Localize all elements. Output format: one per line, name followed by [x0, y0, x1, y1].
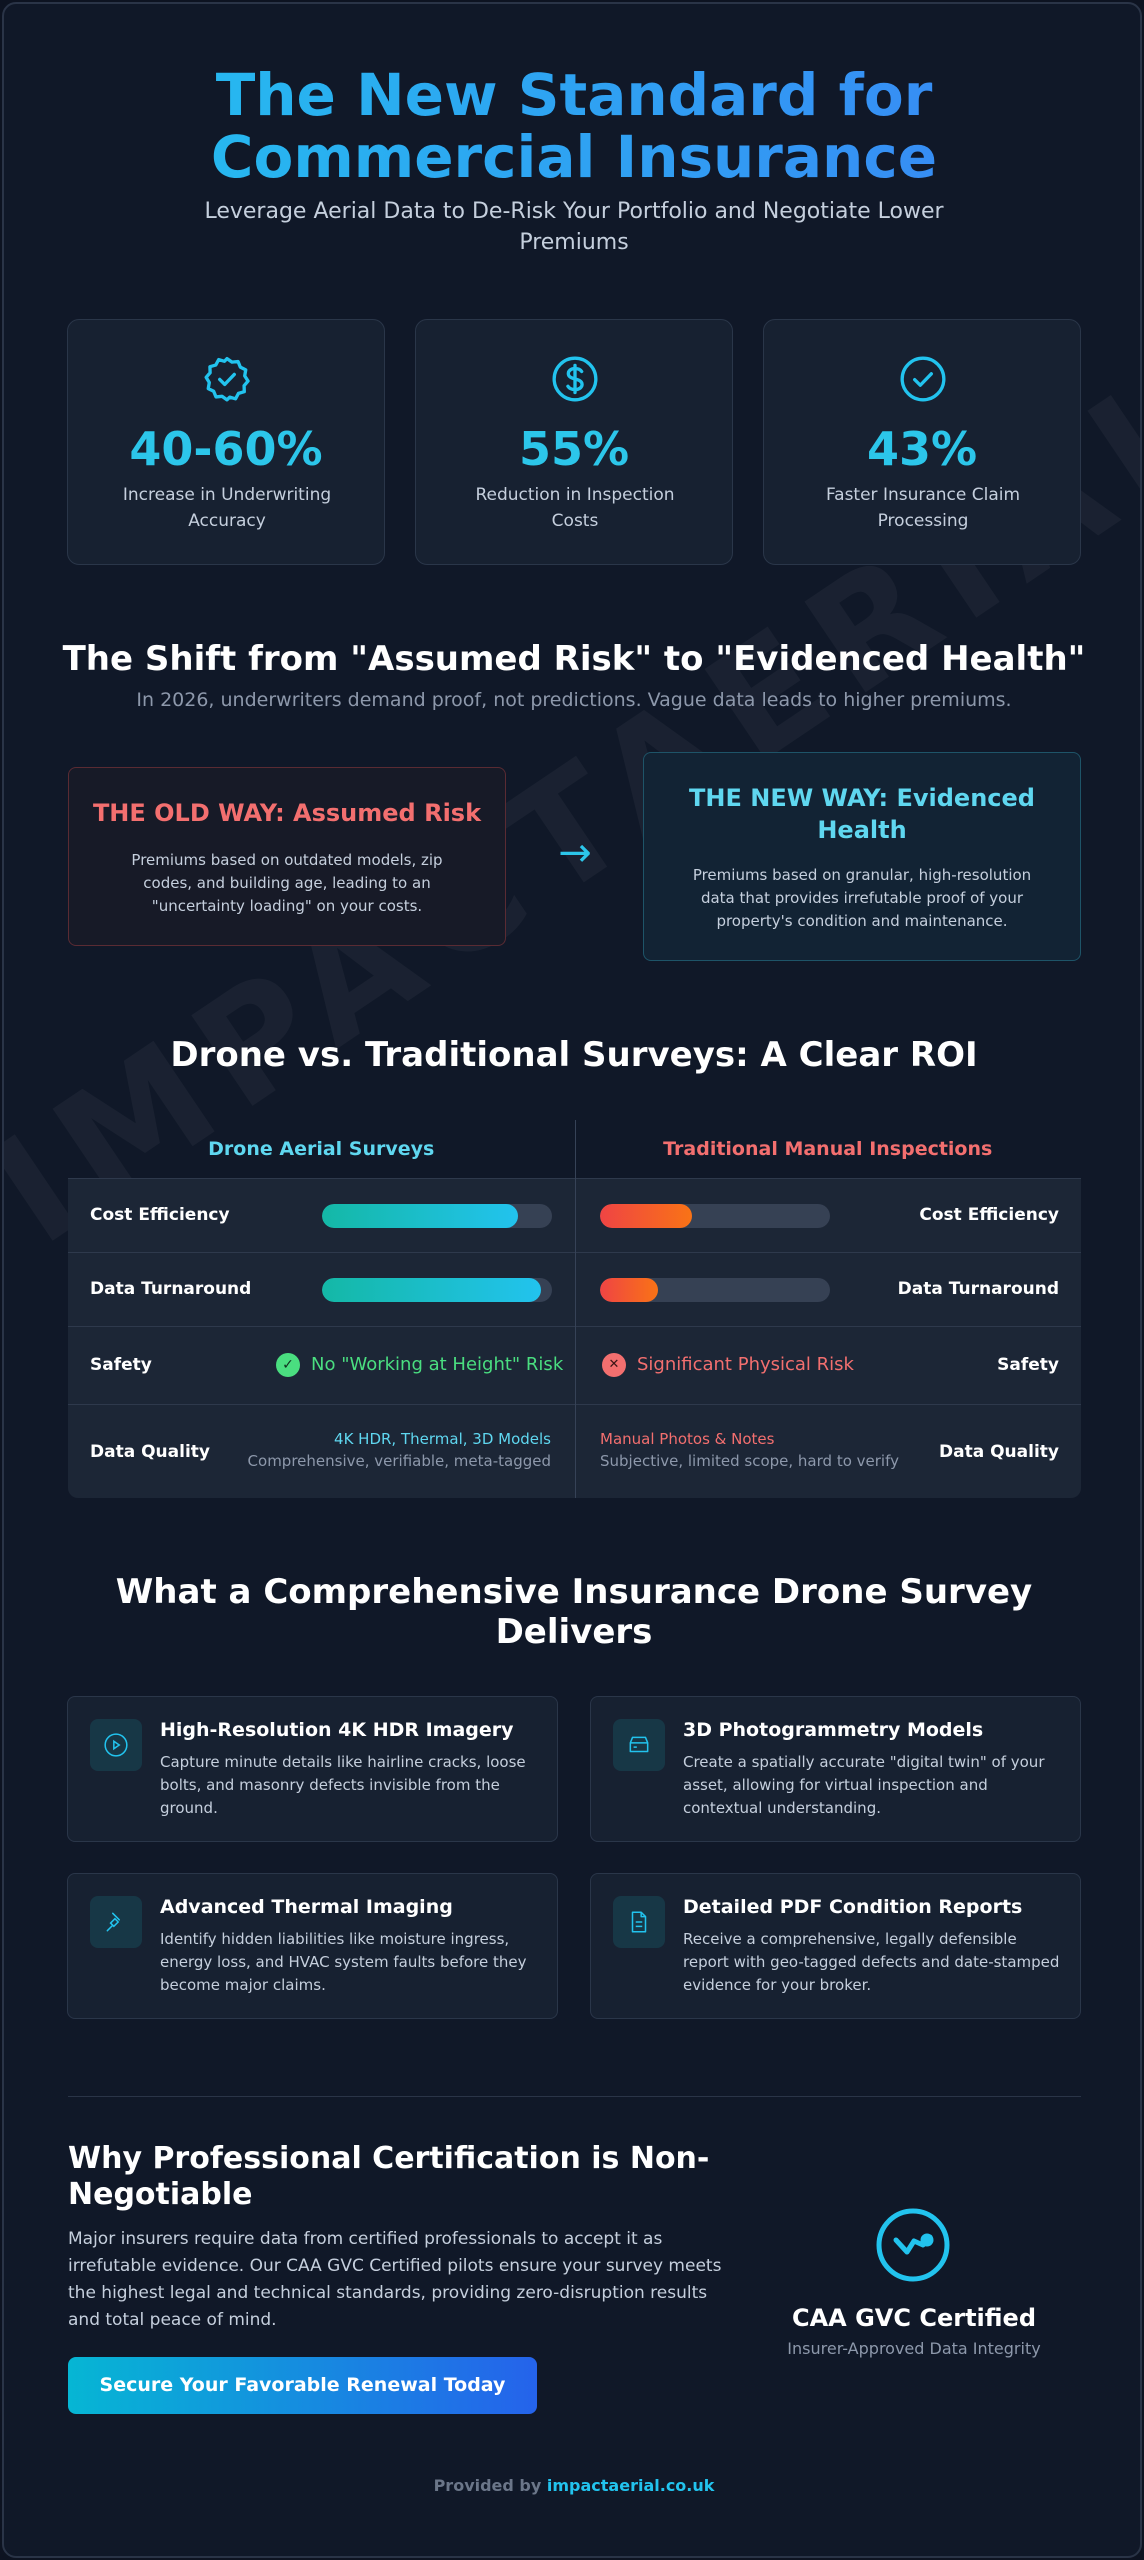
traditional-row-label: Cost Efficiency	[919, 1205, 1059, 1225]
stat-value: 55%	[518, 422, 630, 476]
cube-icon	[629, 1736, 649, 1753]
footer-prefix: Provided by	[433, 2476, 542, 2495]
old-way-card: THE OLD WAY: Assumed Risk Premiums based…	[68, 767, 506, 946]
play-circle-icon	[104, 1733, 128, 1757]
dollar-circle-icon	[552, 356, 598, 402]
section-divider	[68, 2096, 1081, 2097]
stat-label: Faster Insurance Claim Processing	[825, 485, 1021, 531]
feature-icon-box	[613, 1719, 665, 1771]
feature-title: Detailed PDF Condition Reports	[683, 1896, 1023, 1918]
secure-renewal-button[interactable]: Secure Your Favorable Renewal Today	[68, 2357, 537, 2414]
new-way-body: Premiums based on granular, high-resolut…	[692, 866, 1032, 930]
drone-quality-sub: Comprehensive, verifiable, meta-tagged	[247, 1452, 551, 1470]
table-row-turnaround: Data Turnaround Data Turnaround	[68, 1252, 1081, 1326]
stat-card-cost: 55% Reduction in Inspection Costs	[415, 319, 733, 565]
features-title: What a Comprehensive Insurance Drone Sur…	[4, 1572, 1140, 1652]
column-divider	[575, 1120, 576, 1498]
feature-icon-box	[90, 1719, 142, 1771]
stat-card-accuracy: 40-60% Increase in Underwriting Accuracy	[67, 319, 385, 565]
feature-body: Identify hidden liabilities like moistur…	[160, 1930, 527, 1994]
footer: Provided by impactaerial.co.uk	[4, 2476, 1140, 2495]
traditional-safety-text: Significant Physical Risk	[637, 1354, 854, 1375]
check-icon: ✓	[276, 1353, 300, 1377]
drone-row-label: Safety	[90, 1355, 152, 1375]
feature-card-reports: Detailed PDF Condition Reports Receive a…	[590, 1873, 1081, 2019]
drone-column-header: Drone Aerial Surveys	[208, 1138, 435, 1160]
badge-subtitle: Insurer-Approved Data Integrity	[787, 2339, 1041, 2358]
new-way-title: THE NEW WAY: Evidenced Health	[689, 784, 1035, 844]
feature-icon-box	[90, 1896, 142, 1948]
table-row-cost: Cost Efficiency Cost Efficiency	[68, 1178, 1081, 1252]
new-way-card: THE NEW WAY: Evidenced Health Premiums b…	[643, 752, 1081, 961]
hero-title-line-2: Commercial Insurance	[210, 123, 938, 191]
certified-badge-icon	[876, 2208, 950, 2282]
stat-label: Increase in Underwriting Accuracy	[122, 485, 332, 531]
features-title-line-2: Delivers	[495, 1612, 653, 1652]
hero-subtitle: Leverage Aerial Data to De-Risk Your Por…	[204, 199, 944, 255]
old-way-title: THE OLD WAY: Assumed Risk	[92, 799, 482, 827]
stat-value: 40-60%	[129, 422, 323, 476]
drone-row-label: Data Quality	[90, 1442, 210, 1462]
feature-card-imagery: High-Resolution 4K HDR Imagery Capture m…	[67, 1696, 558, 1842]
check-circle-icon	[900, 356, 946, 402]
traditional-turnaround-bar	[600, 1278, 830, 1302]
shift-title: The Shift from "Assumed Risk" to "Eviden…	[62, 639, 1086, 679]
roi-title: Drone vs. Traditional Surveys: A Clear R…	[170, 1035, 978, 1075]
feature-title: 3D Photogrammetry Models	[683, 1719, 984, 1741]
thermometer-icon	[106, 1912, 121, 1932]
feature-title: Advanced Thermal Imaging	[160, 1896, 453, 1918]
traditional-quality-sub: Subjective, limited scope, hard to verif…	[600, 1452, 899, 1470]
features-title-line-1: What a Comprehensive Insurance Drone Sur…	[115, 1572, 1033, 1612]
old-way-body: Premiums based on outdated models, zip c…	[131, 851, 443, 915]
document-icon	[631, 1911, 647, 1933]
drone-quality-main: 4K HDR, Thermal, 3D Models	[334, 1430, 551, 1448]
badge-check-icon	[204, 356, 250, 402]
badge-title: CAA GVC Certified	[791, 2304, 1037, 2332]
feature-card-3d-models: 3D Photogrammetry Models Create a spatia…	[590, 1696, 1081, 1842]
feature-icon-box	[613, 1896, 665, 1948]
shift-subtitle: In 2026, underwriters demand proof, not …	[136, 689, 1012, 711]
drone-safety-text: No "Working at Height" Risk	[311, 1354, 564, 1375]
roi-comparison-table: Drone Aerial Surveys Traditional Manual …	[68, 1120, 1081, 1498]
feature-body: Create a spatially accurate "digital twi…	[683, 1753, 1045, 1817]
drone-turnaround-bar	[322, 1278, 552, 1302]
feature-body: Capture minute details like hairline cra…	[160, 1753, 526, 1817]
drone-cost-bar-fill	[322, 1204, 518, 1228]
drone-row-label: Cost Efficiency	[90, 1205, 230, 1225]
traditional-column-header: Traditional Manual Inspections	[663, 1138, 993, 1160]
drone-turnaround-bar-fill	[322, 1278, 541, 1302]
footer-link[interactable]: impactaerial.co.uk	[546, 2476, 715, 2495]
traditional-row-label: Data Quality	[939, 1442, 1059, 1462]
certification-body: Major insurers require data from certifi…	[68, 2229, 722, 2330]
feature-title: High-Resolution 4K HDR Imagery	[160, 1719, 514, 1741]
drone-cost-bar	[322, 1204, 552, 1228]
feature-body: Receive a comprehensive, legally defensi…	[683, 1930, 1060, 1994]
stat-label: Reduction in Inspection Costs	[475, 485, 675, 531]
table-row-safety: Safety ✓ No "Working at Height" Risk ✕ S…	[68, 1326, 1081, 1404]
hero-title: The New Standard for Commercial Insuranc…	[4, 61, 1140, 191]
traditional-row-label: Safety	[997, 1355, 1059, 1375]
traditional-turnaround-bar-fill	[600, 1278, 658, 1302]
stat-card-claims: 43% Faster Insurance Claim Processing	[763, 319, 1081, 565]
traditional-row-label: Data Turnaround	[897, 1279, 1059, 1299]
traditional-cost-bar-fill	[600, 1204, 692, 1228]
arrow-right-icon: →	[558, 830, 592, 876]
certification-title: Why Professional Certification is Non-Ne…	[68, 2141, 710, 2212]
stat-value: 43%	[866, 422, 978, 476]
drone-row-label: Data Turnaround	[90, 1279, 252, 1299]
cross-icon: ✕	[602, 1353, 626, 1377]
hero-title-line-1: The New Standard for	[215, 61, 933, 129]
traditional-quality-main: Manual Photos & Notes	[600, 1430, 775, 1448]
traditional-cost-bar	[600, 1204, 830, 1228]
table-row-quality: Data Quality 4K HDR, Thermal, 3D Models …	[68, 1404, 1081, 1498]
feature-card-thermal: Advanced Thermal Imaging Identify hidden…	[67, 1873, 558, 2019]
